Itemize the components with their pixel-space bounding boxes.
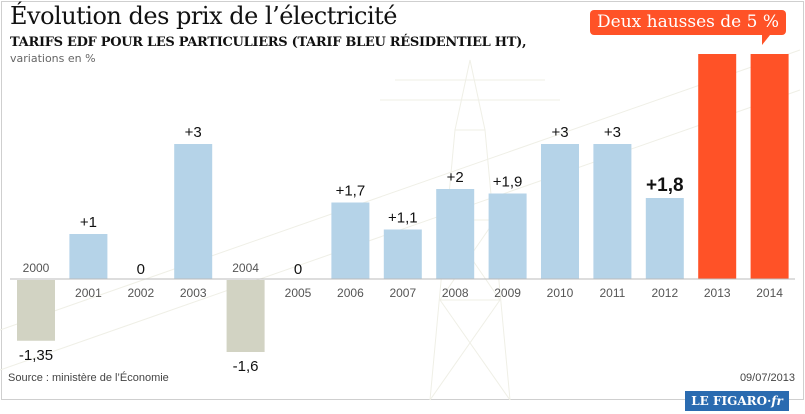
bar-2014: [750, 54, 789, 279]
tick-label-2014: 2014: [756, 286, 783, 300]
data-label-2008: +2: [447, 169, 464, 186]
bar-2000: [17, 280, 55, 341]
tick-label-2012: 2012: [651, 286, 678, 300]
bar-2003: [174, 144, 213, 279]
bar-2009: [488, 193, 527, 279]
bar-2007: [383, 229, 422, 279]
chart-title: Évolution des prix de l’électricité: [10, 2, 397, 30]
tick-label-2000: 2000: [23, 261, 50, 275]
publication-date: 09/07/2013: [739, 372, 795, 384]
tick-label-2007: 2007: [389, 286, 416, 300]
data-label-2006: +1,7: [336, 183, 366, 200]
bar-2013: [698, 54, 737, 279]
bar-2010: [541, 144, 579, 279]
bar-2001: [69, 234, 108, 279]
tick-label-2011: 2011: [599, 286, 625, 300]
chart-subtitle: TARIFS EDF POUR LES PARTICULIERS (TARIF …: [10, 35, 527, 50]
tick-label-2003: 2003: [180, 286, 207, 300]
data-label-2004: -1,6: [233, 358, 259, 375]
data-label-2002: 0: [137, 261, 145, 278]
bar-2008: [436, 189, 475, 279]
tick-label-2005: 2005: [285, 286, 312, 300]
data-label-2001: +1: [80, 214, 97, 231]
tick-label-2009: 2009: [494, 286, 521, 300]
tick-label-2002: 2002: [127, 286, 154, 300]
callout-annotation: Deux hausses de 5 %: [590, 10, 787, 45]
tick-label-2006: 2006: [337, 286, 364, 300]
tick-label-2013: 2013: [704, 286, 731, 300]
data-label-2000: -1,35: [19, 347, 53, 364]
unit-note: variations en %: [10, 52, 96, 65]
data-label-2003: +3: [185, 124, 202, 141]
bar-2012: [645, 198, 684, 279]
data-label-2007: +1,1: [388, 210, 418, 227]
data-label-2005: 0: [294, 261, 302, 278]
tick-label-2001: 2001: [75, 286, 102, 300]
chart-frame: [1, 1, 804, 400]
data-label-2010: +3: [551, 124, 568, 141]
le-figaro-logo: LE FIGARO·fr: [685, 391, 789, 411]
tick-label-2008: 2008: [442, 286, 469, 300]
bar-2004: [226, 280, 265, 352]
tick-label-2004: 2004: [232, 261, 259, 275]
tick-label-2010: 2010: [547, 286, 574, 300]
data-label-2012: +1,8: [646, 175, 684, 196]
data-label-2009: +1,9: [493, 174, 523, 191]
source-note: Source : ministère de l’Économie: [8, 372, 169, 384]
bar-2011: [593, 144, 632, 279]
bar-2006: [331, 202, 370, 279]
data-label-2011: +3: [604, 124, 621, 141]
